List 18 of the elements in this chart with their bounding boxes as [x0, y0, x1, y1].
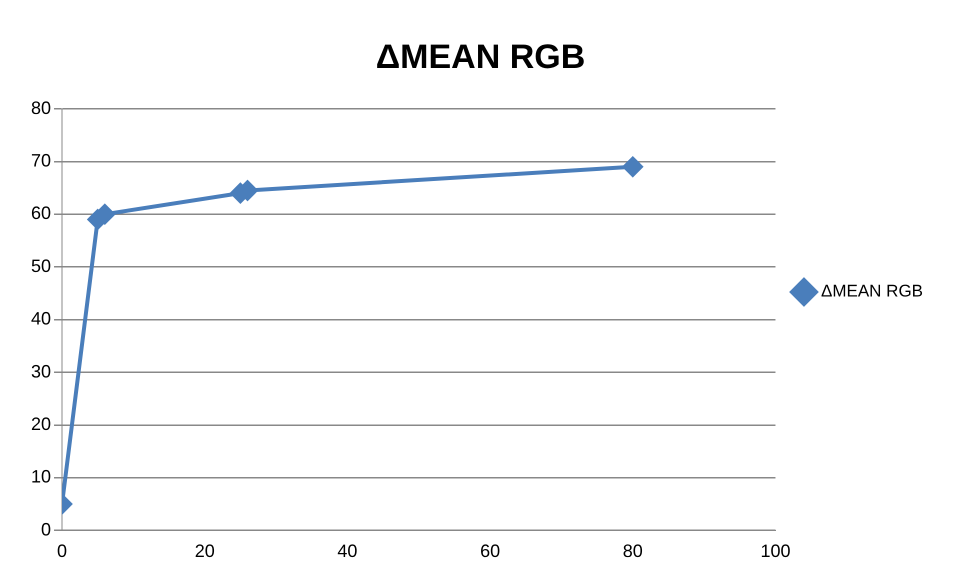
point [622, 156, 643, 177]
y-tick-label: 10 [30, 466, 52, 487]
x-tick-label: 80 [622, 541, 643, 562]
y-tick-label: 40 [30, 308, 52, 329]
y-tick-label: 30 [30, 361, 52, 382]
legend-label: ΔMEAN RGB [820, 282, 924, 301]
y-tick-label: 60 [30, 203, 52, 224]
y-tick-label: 70 [30, 150, 52, 170]
y-tick-label: 80 [30, 98, 52, 118]
chart-title: ΔMEAN RGB [376, 38, 586, 76]
x-tick-label: 40 [337, 541, 358, 562]
x-tick-label: 20 [194, 541, 215, 562]
y-tick-label: 0 [41, 519, 52, 540]
x-tick-label: 100 [760, 541, 790, 562]
y-tick-label: 20 [30, 414, 52, 434]
x-tick-label: 0 [57, 541, 68, 562]
y-tick-label: 50 [30, 256, 52, 276]
x-tick-label: 60 [480, 541, 500, 562]
